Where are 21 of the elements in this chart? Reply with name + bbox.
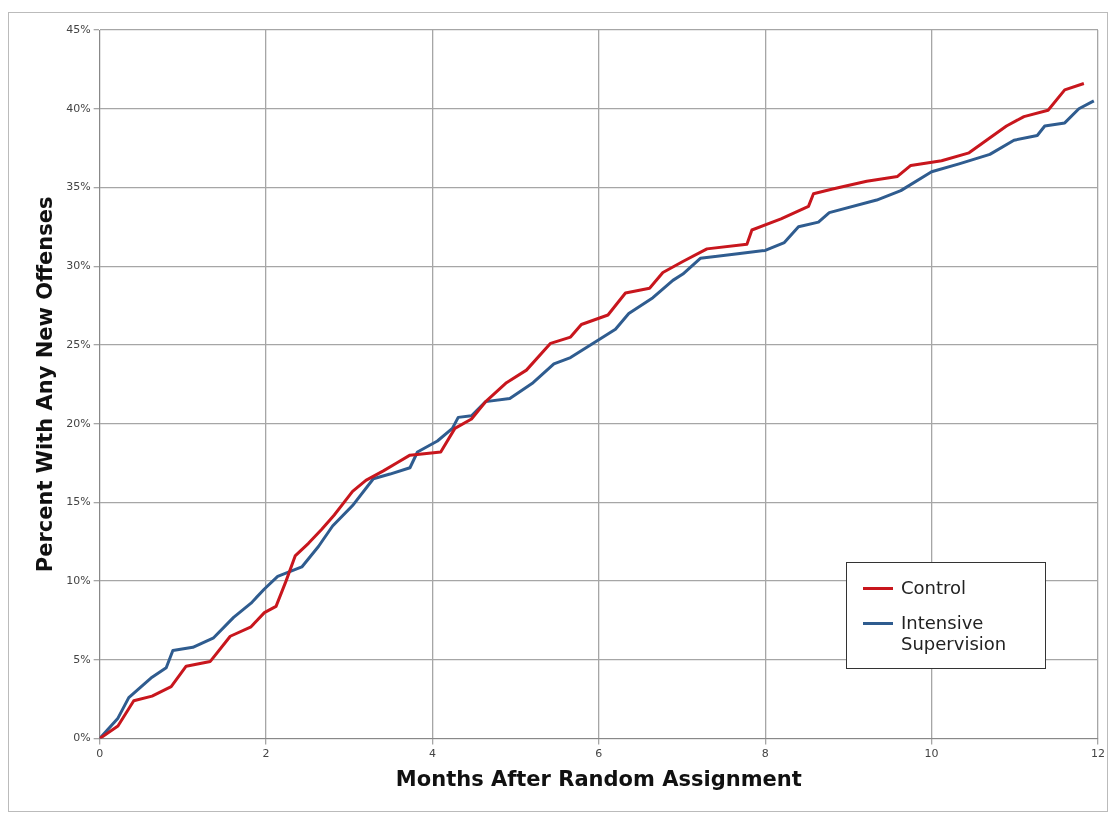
y-tick-label: 15% [66, 495, 91, 509]
x-axis-title: Months After Random Assignment [395, 766, 802, 791]
y-tick-label: 35% [66, 180, 91, 194]
y-tick-label: 40% [66, 101, 91, 115]
y-tick-label: 45% [66, 22, 91, 36]
y-tick-label: 20% [66, 416, 91, 430]
legend-label: Intensive Supervision [901, 612, 1008, 654]
y-tick-label: 25% [66, 337, 91, 351]
x-tick-label: 12 [1091, 747, 1105, 761]
x-tick-label: 8 [761, 747, 769, 761]
y-tick-label: 0% [73, 731, 91, 745]
y-tick-label: 5% [73, 652, 91, 666]
x-tick-label: 6 [595, 747, 603, 761]
x-tick-label: 4 [428, 747, 436, 761]
x-tick-label: 10 [924, 747, 939, 761]
y-axis-title: Percent With Any New Offenses [33, 196, 58, 573]
legend-label: Control [901, 577, 967, 598]
x-tick-label: 2 [262, 747, 270, 761]
y-tick-label: 30% [66, 259, 91, 273]
y-tick-label: 10% [66, 573, 91, 587]
x-tick-label: 0 [96, 747, 104, 761]
